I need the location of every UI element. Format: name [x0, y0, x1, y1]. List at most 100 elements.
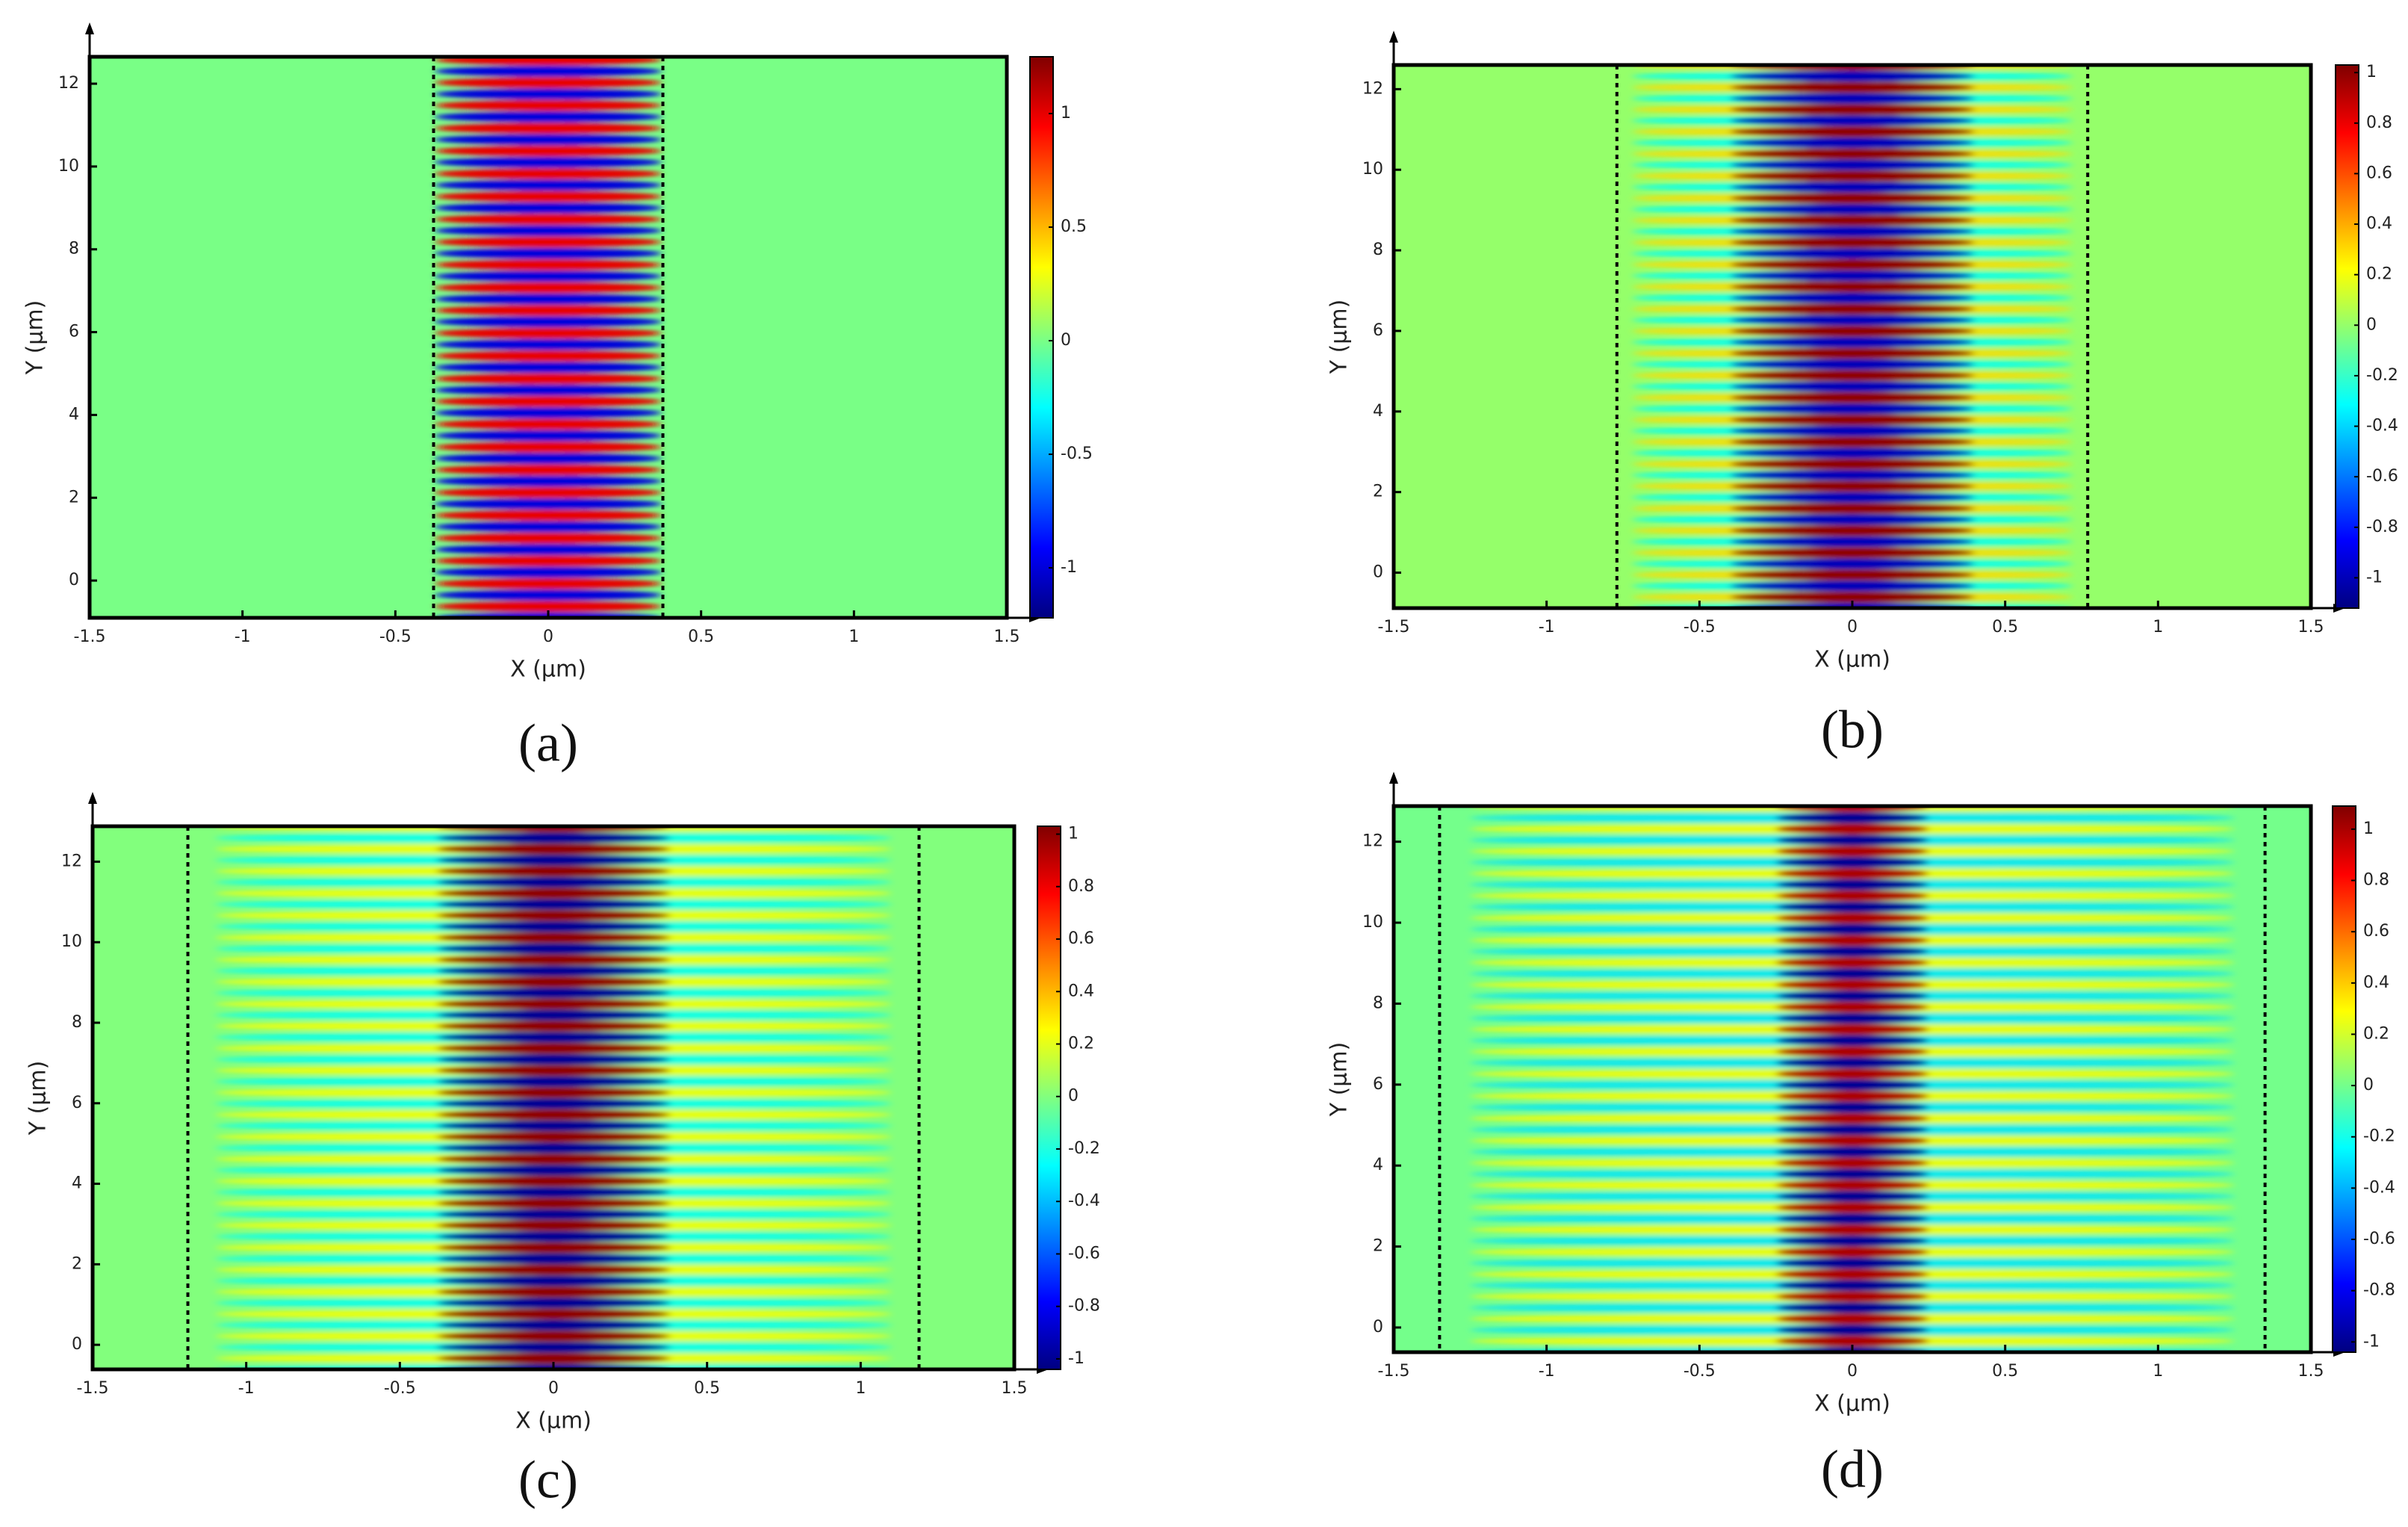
core-fringe	[1775, 1080, 1929, 1091]
core-fringe	[1775, 1235, 1929, 1247]
core-fringe	[436, 855, 671, 866]
colorbar-tick-label: -0.5	[1061, 445, 1093, 463]
field-blur	[1470, 806, 2235, 1352]
field-blur	[215, 826, 892, 1369]
x-axis-label: X (µm)	[515, 1408, 592, 1434]
colorbar-tick-label: 0.4	[2363, 973, 2389, 992]
core-fringe	[1775, 1325, 1929, 1336]
x-tick-label: 1	[855, 1379, 866, 1398]
colorbar-tick-label: 0.6	[2363, 922, 2389, 941]
y-tick-label: 0	[1373, 563, 1383, 582]
colorbar-tick-label: 0.8	[2366, 114, 2392, 132]
x-tick-label: -1	[1539, 618, 1555, 636]
core-fringe	[1730, 148, 1975, 159]
y-axis-label: Y (µm)	[22, 300, 49, 376]
core-fringe	[1730, 447, 1975, 459]
core-fringe	[1775, 1023, 1929, 1035]
core-fringe	[1730, 436, 1975, 447]
colorbar-tick-label: 0.2	[2366, 265, 2392, 284]
colorbar-tick-label: -0.6	[2366, 467, 2398, 486]
core-fringe	[1730, 182, 1975, 193]
core-fringe	[436, 954, 671, 965]
core-fringe	[435, 123, 662, 134]
core-fringe	[435, 384, 662, 396]
colorbar-tick-label: 1	[1061, 104, 1071, 123]
x-tick-label: 1	[2153, 1362, 2163, 1381]
colorbar-tick-label: 0.8	[1068, 877, 1094, 896]
colorbar-tick-label: -0.2	[2366, 366, 2398, 385]
core-fringe	[435, 236, 662, 248]
x-tick-label: 1	[2153, 618, 2163, 636]
core-fringe	[1730, 337, 1975, 348]
y-arrowhead	[1389, 772, 1398, 784]
core-fringe	[435, 88, 662, 100]
colorbar-tick-label: -0.8	[2363, 1281, 2395, 1300]
y-arrowhead	[88, 792, 97, 804]
core-fringe	[1775, 1124, 1929, 1136]
y-tick-label: 6	[1373, 1075, 1383, 1094]
x-axis-label: X (µm)	[510, 657, 586, 683]
core-fringe	[1775, 1046, 1929, 1057]
y-tick-label: 10	[61, 932, 82, 951]
colorbar-tick-label: 0.2	[1068, 1035, 1094, 1053]
core-fringe	[435, 555, 662, 567]
core-fringe	[435, 362, 662, 373]
colorbar-tick-label: -0.6	[1068, 1244, 1100, 1263]
field	[1632, 65, 2073, 608]
core-fringe	[436, 988, 671, 999]
x-tick-label: -0.5	[1684, 618, 1716, 636]
y-tick-label: 0	[69, 571, 79, 589]
core-fringe	[1730, 459, 1975, 470]
core-fringe	[1775, 935, 1929, 946]
x-tick-label: 0	[1847, 1362, 1858, 1381]
core-fringe	[436, 1020, 671, 1032]
core-fringe	[1775, 1112, 1929, 1124]
colorbar-tick-label: -0.4	[1068, 1192, 1100, 1210]
x-tick-label: 0.5	[694, 1379, 720, 1398]
y-tick-label: 4	[69, 405, 79, 424]
core-fringe	[1730, 159, 1975, 170]
core-fringe	[436, 1319, 671, 1331]
y-tick-label: 6	[72, 1094, 82, 1112]
y-tick-label: 6	[69, 323, 79, 341]
core-fringe	[1775, 1336, 1929, 1347]
core-fringe	[435, 202, 662, 214]
x-tick-label: -1	[238, 1379, 255, 1398]
core-fringe	[435, 601, 662, 612]
core-fringe	[435, 66, 662, 77]
x-tick-label: -1	[235, 628, 251, 646]
colorbar	[1037, 826, 1061, 1370]
core-fringe	[1730, 226, 1975, 237]
field-blur	[435, 43, 662, 618]
core-fringe	[435, 145, 662, 157]
core-fringe	[435, 350, 662, 362]
core-fringe	[1775, 923, 1929, 935]
colorbar-tick-label: 0.8	[2363, 871, 2389, 890]
core-fringe	[1775, 1057, 1929, 1068]
core-fringe	[1775, 890, 1929, 902]
core-fringe	[1775, 1313, 1929, 1325]
core-fringe	[1775, 834, 1929, 846]
x-tick-label: 0.5	[1992, 1362, 2018, 1381]
core-fringe	[1730, 81, 1975, 93]
colorbar-tick-label: 0.6	[2366, 164, 2392, 182]
core-fringe	[1775, 1224, 1929, 1236]
core-fringe	[436, 976, 671, 988]
core-fringe	[436, 1053, 671, 1065]
core-fringe	[1730, 315, 1975, 326]
core-fringe	[435, 396, 662, 407]
core-fringe	[435, 430, 662, 442]
core-fringe	[1730, 248, 1975, 259]
core-fringe	[435, 43, 662, 54]
core-fringe	[1730, 115, 1975, 126]
core-fringe	[436, 899, 671, 910]
colorbar	[2332, 805, 2356, 1353]
colorbar-tick-label: 1	[2366, 63, 2377, 81]
core-fringe	[1730, 104, 1975, 115]
x-tick-label: -0.5	[384, 1379, 416, 1398]
panel-caption: (c)	[518, 1450, 578, 1510]
x-tick-label: -1.5	[77, 1379, 109, 1398]
core-fringe	[435, 338, 662, 350]
core-fringe	[1775, 957, 1929, 968]
y-axis-label: Y (µm)	[25, 1061, 52, 1136]
